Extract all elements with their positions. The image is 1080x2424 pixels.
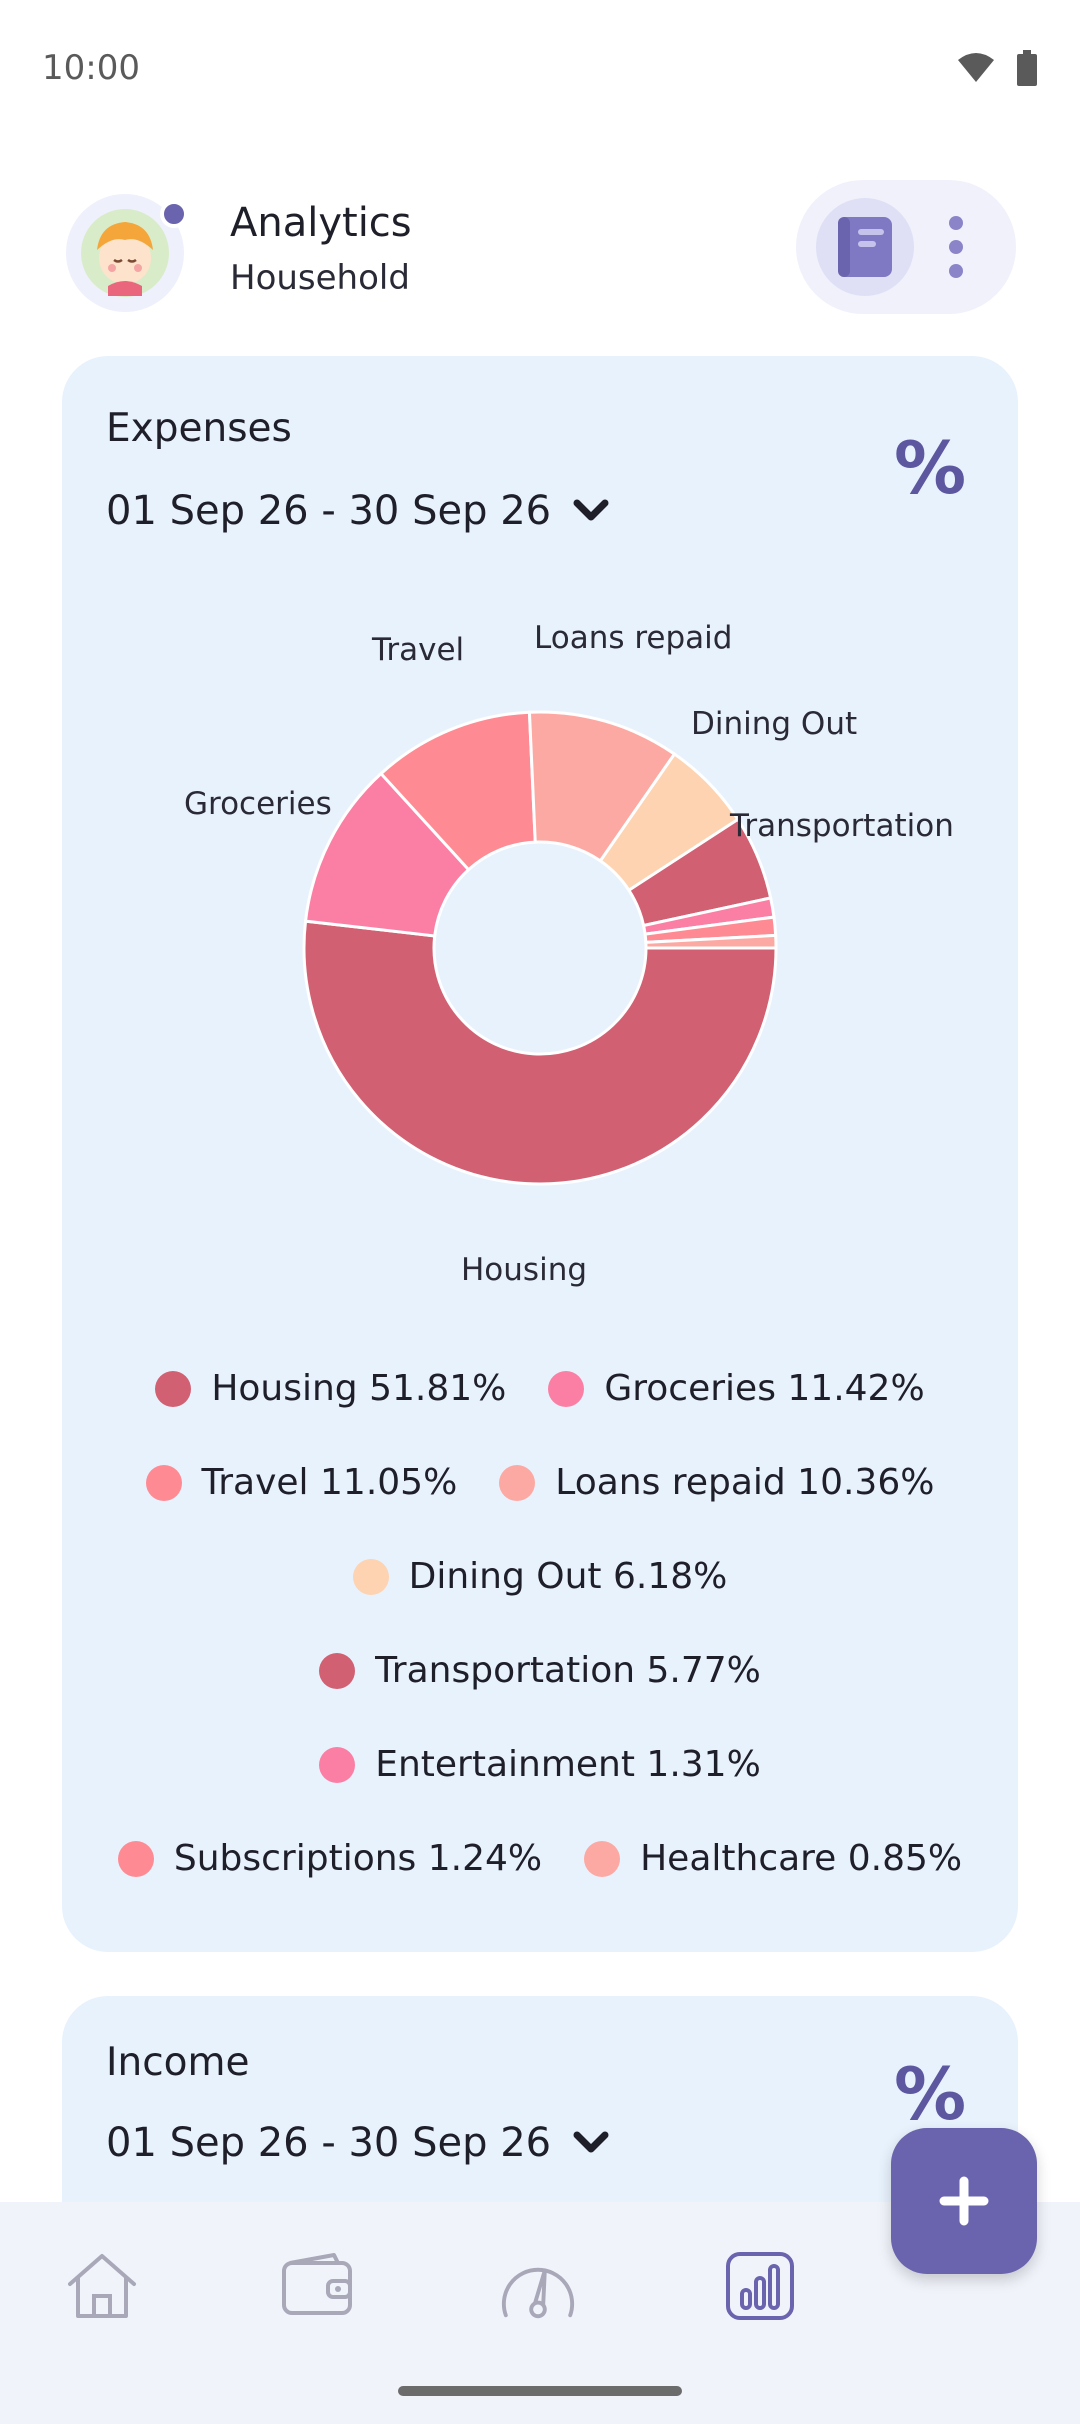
legend-dot [319, 1652, 356, 1689]
header-actions [796, 180, 1016, 314]
chevron-down-icon [573, 499, 609, 521]
legend-row: Housing 51.81% Groceries 11.42% [62, 1368, 1018, 1409]
status-bar: 10:00 [0, 0, 1080, 140]
expenses-donut-chart [302, 710, 778, 1186]
pie-label-groceries: Groceries [184, 786, 332, 822]
pie-label-transportation: Transportation [730, 808, 954, 844]
add-transaction-button[interactable] [891, 2128, 1037, 2274]
legend-item-entertainment: Entertainment 1.31% [319, 1744, 761, 1785]
page-title: Analytics [230, 200, 412, 246]
more-dot [949, 216, 963, 230]
legend-text: Housing 51.81% [211, 1368, 507, 1409]
legend-text: Subscriptions 1.24% [173, 1838, 543, 1879]
legend-text: Dining Out 6.18% [408, 1556, 728, 1597]
pie-label-housing: Housing [461, 1252, 588, 1288]
expenses-date-range: 01 Sep 26 - 30 Sep 26 [106, 488, 552, 534]
chevron-down-icon [573, 2131, 609, 2153]
plus-icon [939, 2176, 989, 2226]
legend-dot [352, 1558, 389, 1595]
legend-row: Entertainment 1.31% [62, 1744, 1018, 1785]
legend-item-dining-out: Dining Out 6.18% [352, 1556, 728, 1597]
nav-analytics[interactable] [720, 2246, 800, 2326]
expenses-title: Expenses [106, 406, 292, 451]
pie-slice-groceries [303, 771, 471, 938]
more-options-button[interactable] [934, 216, 978, 278]
app-header: Analytics Household [0, 180, 1080, 330]
legend-row: Travel 11.05% Loans repaid 10.36% [62, 1462, 1018, 1503]
pie-slice-housing [302, 919, 778, 1186]
legend-item-groceries: Groceries 11.42% [548, 1368, 925, 1409]
page-subtitle: Household [230, 258, 410, 298]
pie-slice-healthcare [644, 933, 778, 950]
home-indicator [398, 2386, 682, 2396]
nav-home[interactable] [62, 2246, 142, 2326]
percent-toggle[interactable]: % [894, 2052, 967, 2136]
legend-text: Transportation 5.77% [375, 1650, 761, 1691]
more-dot [949, 240, 963, 254]
percent-toggle[interactable]: % [894, 426, 967, 510]
expenses-date-range-selector[interactable]: 01 Sep 26 - 30 Sep 26 [106, 488, 611, 534]
legend-row: Transportation 5.77% [62, 1650, 1018, 1691]
status-time: 10:00 [42, 48, 140, 88]
legend-row: Subscriptions 1.24% Healthcare 0.85% [62, 1838, 1018, 1879]
legend-item-healthcare: Healthcare 0.85% [584, 1838, 962, 1879]
legend-text: Healthcare 0.85% [640, 1838, 963, 1879]
legend-text: Entertainment 1.31% [375, 1744, 761, 1785]
pie-label-dining-out: Dining Out [691, 706, 858, 742]
legend-dot [319, 1746, 356, 1783]
legend-row: Dining Out 6.18% [62, 1556, 1018, 1597]
legend-item-loans-repaid: Loans repaid 10.36% [499, 1462, 934, 1503]
legend-dot [117, 1840, 154, 1877]
legend-dot [584, 1840, 621, 1877]
nav-gauge[interactable] [498, 2246, 578, 2326]
book-button[interactable] [816, 198, 914, 296]
legend-dot [548, 1370, 585, 1407]
wallet-icon [282, 2253, 352, 2315]
income-title: Income [106, 2040, 250, 2085]
gauge-icon [501, 2267, 575, 2319]
legend-text: Groceries 11.42% [604, 1368, 925, 1409]
pie-label-loans-repaid: Loans repaid [534, 620, 733, 656]
legend-item-subscriptions: Subscriptions 1.24% [117, 1838, 543, 1879]
nav-wallet[interactable] [278, 2246, 358, 2326]
bar-chart-icon [726, 2252, 794, 2320]
legend-dot [145, 1464, 182, 1501]
notification-dot [160, 200, 188, 228]
legend-item-housing: Housing 51.81% [155, 1368, 506, 1409]
legend-item-transportation: Transportation 5.77% [319, 1650, 761, 1691]
expenses-card: Expenses 01 Sep 26 - 30 Sep 26 % Housing… [62, 356, 1018, 1952]
avatar-illustration [81, 209, 169, 297]
legend-text: Loans repaid 10.36% [555, 1462, 935, 1503]
battery-icon [1016, 50, 1038, 90]
more-dot [949, 264, 963, 278]
legend-dot [155, 1370, 192, 1407]
income-date-range: 01 Sep 26 - 30 Sep 26 [106, 2120, 552, 2166]
legend-text: Travel 11.05% [201, 1462, 458, 1503]
income-date-range-selector[interactable]: 01 Sep 26 - 30 Sep 26 [106, 2120, 611, 2166]
pie-label-travel: Travel [372, 632, 465, 668]
legend-item-travel: Travel 11.05% [145, 1462, 458, 1503]
legend-dot [499, 1464, 536, 1501]
book-icon [838, 217, 892, 277]
wifi-icon [956, 52, 996, 88]
home-icon [68, 2254, 136, 2318]
status-icons [956, 50, 1038, 90]
